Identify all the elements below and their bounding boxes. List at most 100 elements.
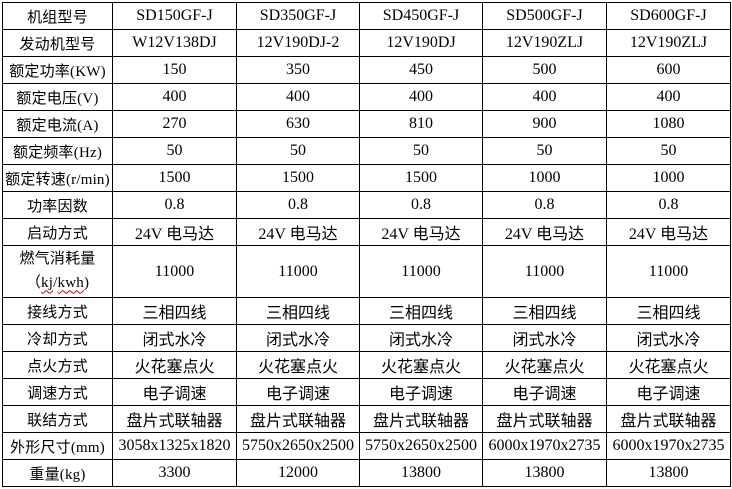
value-cell: 13800 — [359, 459, 483, 487]
value-cell: 电子调速 — [606, 378, 731, 406]
value-cell: 电子调速 — [236, 378, 360, 406]
value-cell: 350 — [236, 56, 360, 84]
value-cell: 600 — [606, 56, 731, 84]
row-label-cell: 发动机型号 — [2, 29, 113, 57]
value-cell: 11000 — [236, 245, 360, 298]
value-cell: 3300 — [112, 459, 237, 487]
value-cell: 500 — [482, 56, 607, 84]
spec-row: 冷却方式 闭式水冷 闭式水冷 闭式水冷 闭式水冷 闭式水冷 — [2, 324, 731, 352]
value-cell: SD150GF-J — [112, 2, 237, 30]
spec-row: 启动方式 24V 电马达 24V 电马达 24V 电马达 24V 电马达 24V 电马达 — [2, 218, 731, 246]
row-label-cell: 调速方式 — [2, 378, 113, 406]
value-cell: 0.8 — [482, 191, 607, 219]
row-label-cell: 额定转速(r/min) — [2, 164, 113, 192]
value-cell: 12V190DJ — [359, 29, 483, 57]
value-cell: 电子调速 — [359, 378, 483, 406]
value-cell: 1080 — [606, 110, 731, 138]
row-label-cell: 燃气消耗量 （kj/kwh) — [2, 245, 113, 298]
value-cell: 1500 — [236, 164, 360, 192]
row-label-cell: 冷却方式 — [2, 324, 113, 352]
value-cell: SD350GF-J — [236, 2, 360, 30]
value-cell: 24V 电马达 — [236, 218, 360, 246]
value-cell: 三相四线 — [482, 297, 607, 325]
value-cell: 电子调速 — [112, 378, 237, 406]
spec-row: 点火方式 火花塞点火 火花塞点火 火花塞点火 火花塞点火 火花塞点火 — [2, 351, 731, 379]
value-cell: 三相四线 — [236, 297, 360, 325]
row-label-line1: 燃气消耗量 — [19, 251, 96, 268]
value-cell: 50 — [236, 137, 360, 165]
row-label-cell: 点火方式 — [2, 351, 113, 379]
spec-row: 额定功率(KW) 150 350 450 500 600 — [2, 56, 731, 84]
value-cell: 24V 电马达 — [606, 218, 731, 246]
row-label-cell: 接线方式 — [2, 297, 113, 325]
spec-row: 额定转速(r/min) 1500 1500 1500 1000 1000 — [2, 164, 731, 192]
value-cell: 盘片式联轴器 — [482, 405, 607, 433]
value-cell: 火花塞点火 — [236, 351, 360, 379]
spec-row: 重量(kg) 3300 12000 13800 13800 13800 — [2, 459, 731, 487]
value-cell: 0.8 — [236, 191, 360, 219]
label-text: / — [53, 274, 58, 291]
label-text: （ — [25, 274, 42, 291]
spec-row: 调速方式 电子调速 电子调速 电子调速 电子调速 电子调速 — [2, 378, 731, 406]
value-cell: 盘片式联轴器 — [112, 405, 237, 433]
value-cell: 闭式水冷 — [359, 324, 483, 352]
value-cell: 1500 — [112, 164, 237, 192]
spec-row: 发动机型号 W12V138DJ 12V190DJ-2 12V190DJ 12V190ZL… — [2, 29, 731, 57]
value-cell: 盘片式联轴器 — [236, 405, 360, 433]
value-cell: 盘片式联轴器 — [606, 405, 731, 433]
value-cell: 6000x1970x2735 — [482, 432, 607, 460]
value-cell: 270 — [112, 110, 237, 138]
value-cell: 400 — [112, 83, 237, 111]
value-cell: 1000 — [606, 164, 731, 192]
value-cell: SD500GF-J — [482, 2, 607, 30]
value-cell: 400 — [482, 83, 607, 111]
value-cell: 火花塞点火 — [606, 351, 731, 379]
value-cell: 12V190ZLJ — [606, 29, 731, 57]
value-cell: 12000 — [236, 459, 360, 487]
value-cell: 3058x1325x1820 — [112, 432, 237, 460]
value-cell: 24V 电马达 — [112, 218, 237, 246]
spec-row: 额定频率(Hz) 50 50 50 50 50 — [2, 137, 731, 165]
row-label-cell: 额定频率(Hz) — [2, 137, 113, 165]
misspelled-word: kj — [41, 274, 54, 291]
value-cell: 630 — [236, 110, 360, 138]
row-label-cell: 联结方式 — [2, 405, 113, 433]
row-label-cell: 外形尺寸(mm) — [2, 432, 113, 460]
value-cell: 三相四线 — [359, 297, 483, 325]
row-label-cell: 额定电流(A) — [2, 110, 113, 138]
value-cell: 1500 — [359, 164, 483, 192]
value-cell: W12V138DJ — [112, 29, 237, 57]
value-cell: 810 — [359, 110, 483, 138]
value-cell: 50 — [482, 137, 607, 165]
row-label-cell: 功率因数 — [2, 191, 113, 219]
value-cell: 闭式水冷 — [606, 324, 731, 352]
value-cell: 0.8 — [359, 191, 483, 219]
value-cell: 闭式水冷 — [482, 324, 607, 352]
value-cell: 盘片式联轴器 — [359, 405, 483, 433]
spec-row: 额定电压(V) 400 400 400 400 400 — [2, 83, 731, 111]
value-cell: 11000 — [112, 245, 237, 298]
value-cell: 12V190ZLJ — [482, 29, 607, 57]
value-cell: SD450GF-J — [359, 2, 483, 30]
value-cell: 11000 — [606, 245, 731, 298]
value-cell: 24V 电马达 — [482, 218, 607, 246]
spec-row: 功率因数 0.8 0.8 0.8 0.8 0.8 — [2, 191, 731, 219]
value-cell: 5750x2650x2500 — [236, 432, 360, 460]
value-cell: 12V190DJ-2 — [236, 29, 360, 57]
spec-row: 机组型号 SD150GF-J SD350GF-J SD450GF-J SD500GF-J… — [2, 2, 731, 30]
spec-row: 外形尺寸(mm) 3058x1325x1820 5750x2650x2500 5750… — [2, 432, 731, 460]
value-cell: 电子调速 — [482, 378, 607, 406]
value-cell: 0.8 — [112, 191, 237, 219]
value-cell: 闭式水冷 — [112, 324, 237, 352]
value-cell: 1000 — [482, 164, 607, 192]
value-cell: 400 — [606, 83, 731, 111]
value-cell: 50 — [112, 137, 237, 165]
value-cell: 6000x1970x2735 — [606, 432, 731, 460]
row-label-cell: 重量(kg) — [2, 459, 113, 487]
value-cell: 11000 — [359, 245, 483, 298]
spec-row: 额定电流(A) 270 630 810 900 1080 — [2, 110, 731, 138]
value-cell: SD600GF-J — [606, 2, 731, 30]
value-cell: 5750x2650x2500 — [359, 432, 483, 460]
spec-row: 接线方式 三相四线 三相四线 三相四线 三相四线 三相四线 — [2, 297, 731, 325]
